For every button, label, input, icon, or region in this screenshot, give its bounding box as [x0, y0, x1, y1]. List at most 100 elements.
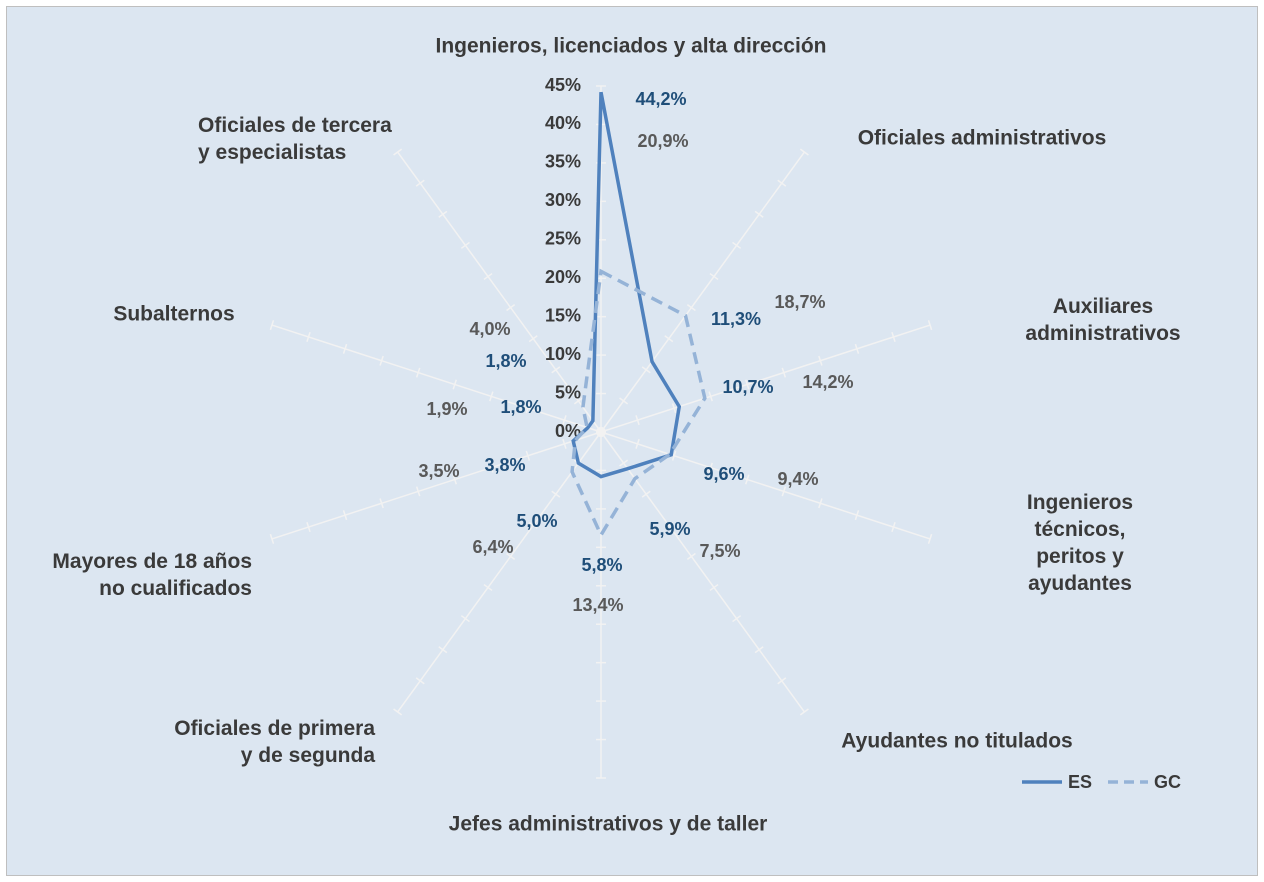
tick-mark [708, 391, 713, 402]
tick-mark [799, 148, 809, 156]
tick-mark [619, 459, 629, 467]
tick-mark [525, 450, 531, 461]
value-label: 1,8% [500, 397, 541, 417]
tick-mark [754, 646, 764, 654]
tick-label: 40% [545, 113, 581, 133]
tick-mark [573, 397, 583, 405]
tick-mark [818, 355, 823, 366]
axis-line [600, 431, 931, 540]
tick-mark [551, 490, 561, 498]
tick-mark [744, 379, 750, 390]
tick-label: 35% [545, 152, 581, 172]
value-label: 5,9% [649, 519, 690, 539]
tick-mark [489, 391, 494, 402]
tick-mark [452, 379, 458, 390]
value-label: 11,3% [711, 309, 761, 329]
category-label: Subalternos [113, 302, 235, 326]
tick-mark [438, 210, 448, 218]
tick-mark [781, 367, 787, 378]
series-line [571, 91, 682, 479]
tick-label: 45% [545, 75, 581, 95]
tick-label: 0% [555, 421, 581, 441]
tick-mark [452, 474, 458, 485]
tick-mark [709, 272, 719, 281]
value-label: 7,5% [699, 541, 740, 561]
tick-mark [927, 320, 933, 331]
value-label: 9,4% [777, 469, 818, 489]
legend-label: ES [1068, 772, 1092, 792]
tick-mark [641, 366, 651, 374]
value-label: 44,2% [635, 89, 686, 109]
value-label: 3,8% [484, 455, 525, 475]
tick-mark [777, 677, 787, 685]
tick-mark [562, 415, 567, 426]
tick-mark [854, 343, 860, 354]
tick-mark [506, 304, 516, 312]
tick-mark [562, 438, 567, 449]
tick-mark [393, 148, 403, 156]
value-label: 9,6% [703, 464, 744, 484]
value-label: 10,7% [722, 377, 773, 397]
tick-label: 25% [545, 229, 581, 249]
value-label: 5,8% [581, 555, 622, 575]
tick-mark [393, 708, 403, 716]
tick-mark [415, 677, 425, 685]
category-label: Ayudantes no titulados [841, 729, 1073, 753]
tick-mark [664, 335, 674, 343]
tick-mark [415, 486, 421, 497]
tick-mark [379, 355, 384, 366]
tick-mark [528, 521, 538, 529]
tick-mark [664, 521, 674, 529]
tick-mark [483, 272, 493, 281]
category-label: Oficiales de tercera y especialistas [198, 114, 392, 164]
value-label: 14,2% [802, 372, 853, 392]
category-label: Oficiales de primera y de segunda [174, 717, 375, 767]
tick-mark [818, 498, 823, 509]
tick-mark [781, 486, 787, 497]
tick-mark [269, 320, 275, 331]
tick-mark [686, 304, 696, 312]
category-label: Oficiales administrativos [857, 126, 1107, 150]
tick-mark [686, 552, 696, 560]
tick-mark [489, 462, 494, 473]
tick-mark [927, 533, 933, 544]
tick-mark [306, 522, 311, 533]
axis-line [600, 324, 931, 433]
axis-line [397, 151, 602, 433]
tick-mark [671, 403, 677, 414]
tick-label: 10% [545, 344, 581, 364]
tick-label: 5% [555, 382, 581, 402]
tick-mark [799, 708, 809, 716]
tick-mark [379, 498, 384, 509]
tick-mark [671, 450, 677, 461]
value-label: 3,5% [418, 461, 459, 481]
category-label: Jefes administrativos y de taller [448, 812, 768, 836]
legend-label: GC [1154, 772, 1181, 792]
tick-mark [891, 331, 896, 342]
tick-mark [306, 331, 311, 342]
tick-mark [619, 397, 629, 405]
tick-mark [438, 646, 448, 654]
value-label: 6,4% [472, 537, 513, 557]
tick-mark [635, 438, 640, 449]
tick-mark [528, 335, 538, 343]
tick-mark [854, 510, 860, 521]
tick-mark [641, 490, 651, 498]
tick-mark [460, 615, 470, 623]
tick-mark [891, 522, 896, 533]
value-label: 13,4% [572, 595, 623, 615]
tick-mark [342, 510, 348, 521]
category-label: Mayores de 18 años no cualificados [52, 550, 252, 600]
tick-mark [708, 462, 713, 473]
axis-line [600, 151, 805, 433]
tick-mark [709, 583, 719, 592]
series-line [570, 268, 707, 539]
tick-mark [732, 241, 742, 249]
tick-mark [732, 615, 742, 623]
axis-line [271, 324, 602, 433]
axis-line [397, 431, 602, 713]
tick-mark [483, 583, 493, 592]
category-label: Ingenieros técnicos, peritos y ayudantes [1026, 491, 1134, 595]
tick-mark [415, 179, 425, 187]
tick-mark [506, 552, 516, 560]
